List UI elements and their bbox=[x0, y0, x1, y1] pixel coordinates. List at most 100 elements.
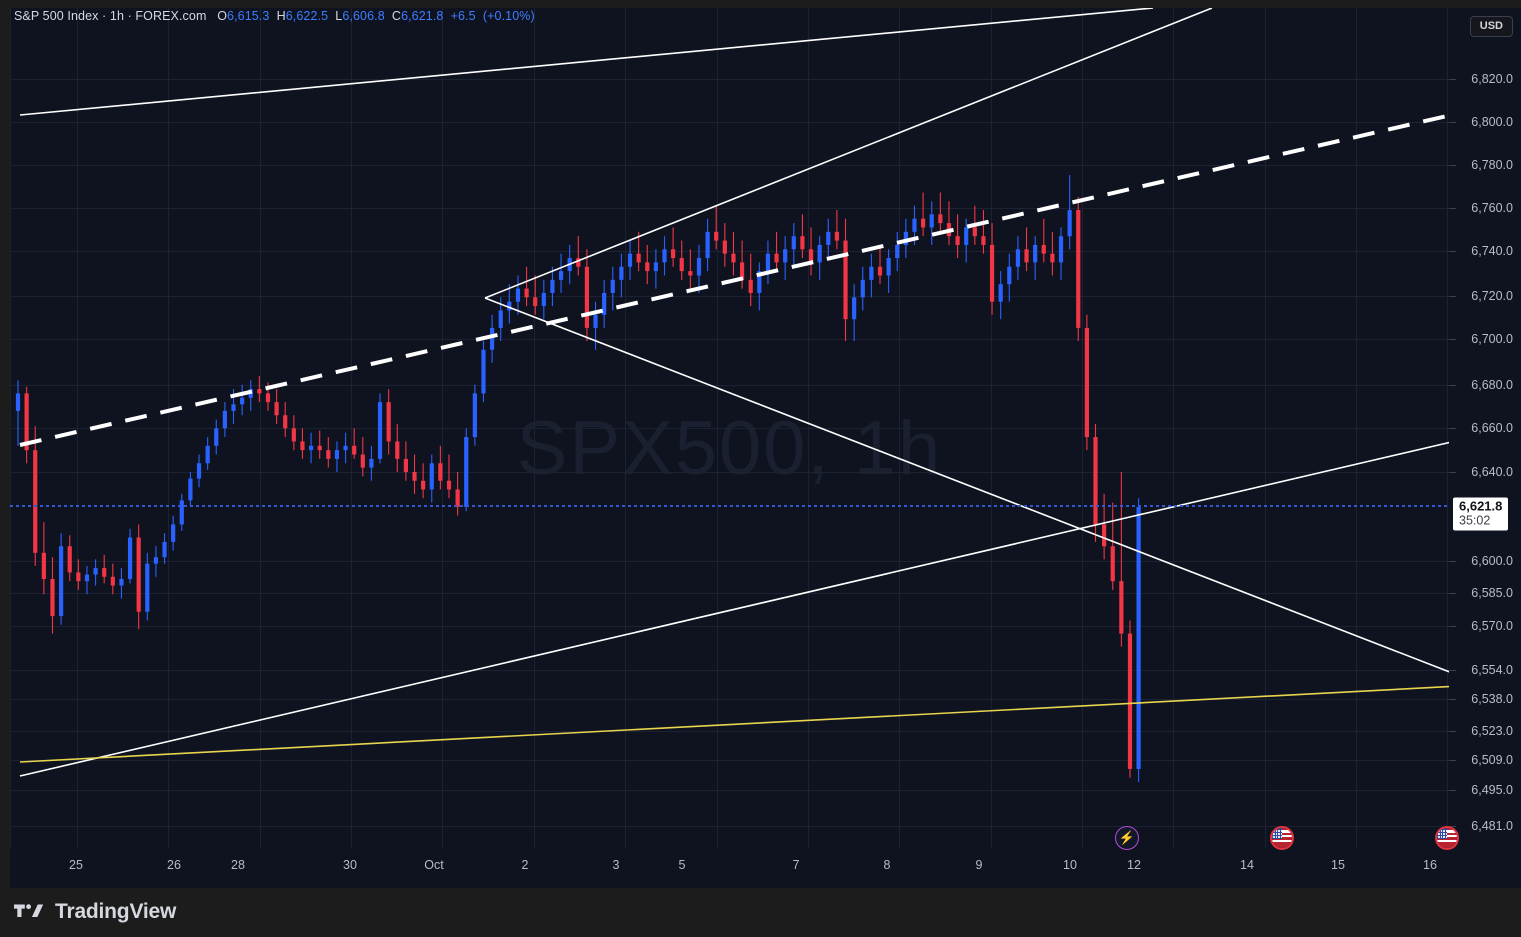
price-tick-label: 6,495.0 bbox=[1471, 783, 1513, 797]
price-tick-mark bbox=[1449, 626, 1456, 627]
candle-body bbox=[895, 244, 900, 259]
candle-body bbox=[1058, 236, 1064, 263]
gridline-vertical bbox=[1356, 8, 1357, 888]
chart-legend[interactable]: S&P 500 Index · 1h · FOREX.com O6,615.3 … bbox=[14, 9, 535, 23]
upper-resistance-1[interactable] bbox=[19, 8, 1154, 116]
price-tick-label: 6,760.0 bbox=[1471, 201, 1513, 215]
flag-star bbox=[1440, 832, 1443, 835]
gridline-vertical bbox=[808, 8, 809, 888]
candle-body bbox=[1076, 210, 1081, 328]
gridline-horizontal bbox=[10, 626, 1449, 627]
candle-body bbox=[515, 288, 521, 302]
candle-body bbox=[584, 266, 590, 328]
legend-sep-1: · bbox=[98, 9, 110, 23]
time-tick-label: 9 bbox=[975, 858, 983, 872]
candle-body bbox=[67, 546, 72, 573]
upper-resistance-2[interactable] bbox=[484, 8, 1213, 299]
flag-canton bbox=[1272, 828, 1283, 839]
event-marker-us-flag-2[interactable] bbox=[1435, 826, 1459, 850]
tradingview-logo[interactable]: TradingView bbox=[14, 900, 176, 924]
currency-badge[interactable]: USD bbox=[1469, 16, 1513, 37]
legend-open-label: O bbox=[217, 9, 228, 23]
candle-body bbox=[722, 240, 727, 254]
candle-body bbox=[257, 389, 262, 394]
event-marker-bolt[interactable]: ⚡ bbox=[1115, 826, 1139, 850]
candle-body bbox=[403, 458, 408, 472]
ascending-support[interactable] bbox=[19, 440, 1449, 777]
chart-pane[interactable]: SPX500, 1h bbox=[10, 8, 1449, 888]
gridline-vertical bbox=[168, 8, 169, 888]
legend-change: +6.5 bbox=[450, 9, 476, 23]
price-tick-label: 6,700.0 bbox=[1471, 332, 1513, 346]
price-tick-label: 6,523.0 bbox=[1471, 724, 1513, 738]
price-scale[interactable]: USD 6,820.0 6,800.0 6,780.0 6,760.0 6,740.0 6… bbox=[1449, 8, 1521, 888]
candle-body bbox=[455, 489, 460, 507]
yellow-support[interactable] bbox=[19, 685, 1449, 763]
legend-exchange[interactable]: FOREX.com bbox=[135, 9, 207, 23]
price-tick-label: 6,509.0 bbox=[1471, 753, 1513, 767]
legend-low-value: 6,606.8 bbox=[342, 9, 385, 23]
time-tick-label: 15 bbox=[1331, 858, 1345, 872]
flag-star bbox=[1443, 829, 1445, 832]
candle-body bbox=[179, 500, 184, 525]
price-tick-mark bbox=[1449, 296, 1456, 297]
price-tick-mark bbox=[1449, 731, 1456, 732]
event-marker-us-flag-1[interactable] bbox=[1270, 826, 1294, 850]
price-tick-label: 6,720.0 bbox=[1471, 289, 1513, 303]
flag-stripe bbox=[1272, 840, 1292, 843]
gridline-vertical bbox=[1447, 8, 1448, 888]
candle-body bbox=[860, 279, 865, 298]
candle-body bbox=[300, 441, 305, 451]
price-tick-label: 6,820.0 bbox=[1471, 72, 1513, 86]
price-tick-label: 6,554.0 bbox=[1471, 663, 1513, 677]
time-tick-label: 10 bbox=[1063, 858, 1077, 872]
candle-body bbox=[265, 393, 271, 403]
trendlines-group[interactable] bbox=[19, 8, 1449, 777]
flag-star bbox=[1440, 829, 1443, 832]
gridline-vertical bbox=[1082, 8, 1083, 888]
candle-body bbox=[498, 310, 503, 328]
price-tick-mark bbox=[1449, 699, 1456, 700]
gridline-horizontal bbox=[10, 428, 1449, 429]
candle-body bbox=[541, 292, 546, 307]
candle-body bbox=[110, 576, 115, 586]
gridline-horizontal bbox=[10, 296, 1449, 297]
candle-body bbox=[800, 236, 805, 250]
candle-body bbox=[162, 541, 167, 558]
gridline-vertical bbox=[10, 8, 11, 888]
flag-star bbox=[1280, 835, 1283, 838]
price-tick-label: 6,600.0 bbox=[1471, 554, 1513, 568]
time-tick-label: 7 bbox=[792, 858, 800, 872]
legend-interval[interactable]: 1h bbox=[109, 9, 124, 23]
candle-body bbox=[834, 231, 839, 241]
price-tick-label: 6,481.0 bbox=[1471, 819, 1513, 833]
flag-stripe bbox=[1437, 840, 1457, 843]
mid-dashed-resistance[interactable] bbox=[19, 113, 1449, 447]
gridline-horizontal bbox=[10, 699, 1449, 700]
gridline-vertical bbox=[77, 8, 78, 888]
candle-body bbox=[533, 297, 538, 307]
flag-star bbox=[1273, 829, 1275, 832]
candle-body bbox=[748, 279, 753, 293]
candle-body bbox=[136, 537, 141, 612]
tradingview-mark-icon bbox=[14, 904, 44, 917]
price-tick-label: 6,740.0 bbox=[1471, 244, 1513, 258]
candle-body bbox=[507, 301, 512, 311]
candle-body bbox=[119, 578, 124, 586]
gridline-horizontal bbox=[10, 561, 1449, 562]
candle-body bbox=[981, 236, 986, 245]
gridline-horizontal bbox=[10, 79, 1449, 80]
candle-body bbox=[610, 279, 615, 293]
descending-support[interactable] bbox=[484, 297, 1449, 676]
price-tick-label: 6,680.0 bbox=[1471, 378, 1513, 392]
time-scale[interactable]: 25 26 28 30 Oct 2 3 5 7 8 9 10 12 14 15 16 bbox=[10, 848, 1449, 888]
candle-body bbox=[76, 572, 81, 582]
candle-body bbox=[929, 214, 934, 228]
candle-body bbox=[791, 236, 796, 250]
candle-body bbox=[412, 472, 417, 481]
candle-body bbox=[171, 524, 176, 542]
candle-body bbox=[826, 231, 831, 245]
time-tick-label: 3 bbox=[612, 858, 620, 872]
legend-symbol[interactable]: S&P 500 Index bbox=[14, 9, 99, 23]
